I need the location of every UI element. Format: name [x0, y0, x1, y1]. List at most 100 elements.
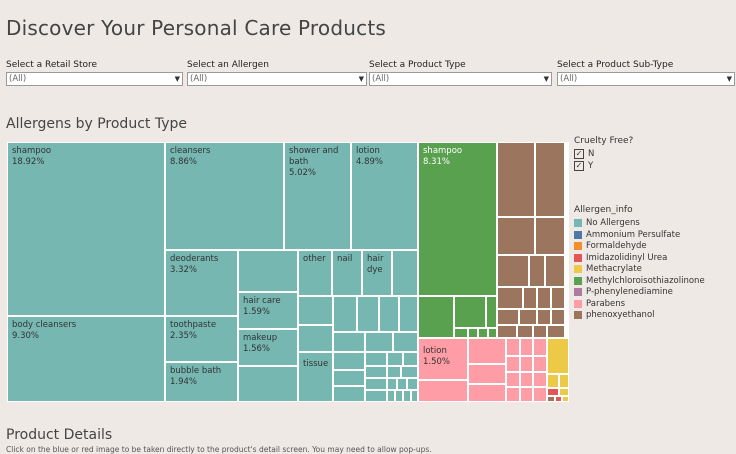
treemap-cell[interactable]: [403, 352, 418, 366]
treemap-cell[interactable]: [559, 374, 569, 388]
chevron-down-icon[interactable]: ▼: [726, 75, 732, 83]
legend-item[interactable]: Ammonium Persulfate: [574, 229, 705, 241]
treemap-cell[interactable]: [403, 390, 411, 402]
treemap-cell[interactable]: [365, 366, 387, 378]
treemap-cell[interactable]: [497, 255, 529, 287]
treemap-cell[interactable]: [551, 309, 565, 325]
treemap-cell[interactable]: [387, 366, 401, 378]
filter-product-type[interactable]: Select a Product Type (All) ▼: [369, 60, 552, 86]
treemap-cell[interactable]: [418, 380, 468, 402]
treemap-cell[interactable]: [333, 332, 365, 352]
treemap-cell[interactable]: [399, 296, 418, 332]
treemap-cell[interactable]: [478, 328, 488, 338]
treemap-cell[interactable]: lotion 1.50%: [418, 338, 468, 380]
product-subtype-dropdown[interactable]: (All) ▼: [557, 72, 735, 86]
treemap-cell[interactable]: [517, 325, 533, 338]
chevron-down-icon[interactable]: ▼: [174, 75, 180, 83]
treemap-cell[interactable]: toothpaste 2.35%: [165, 316, 238, 362]
treemap-cell[interactable]: [401, 366, 418, 378]
legend-item[interactable]: Formaldehyde: [574, 241, 705, 253]
treemap-cell[interactable]: [545, 255, 565, 287]
treemap-cell[interactable]: deoderants 3.32%: [165, 250, 238, 316]
treemap-cell[interactable]: [387, 352, 403, 366]
treemap-cell[interactable]: [537, 287, 551, 309]
treemap-cell[interactable]: [395, 390, 403, 402]
treemap-cell[interactable]: [533, 356, 547, 372]
treemap-cell[interactable]: [387, 390, 395, 402]
treemap-cell[interactable]: [333, 296, 357, 332]
treemap-cell[interactable]: [497, 142, 535, 217]
treemap-cell[interactable]: [238, 366, 298, 402]
treemap-cell[interactable]: [488, 328, 497, 338]
treemap-cell[interactable]: [468, 338, 506, 364]
filter-retail-store[interactable]: Select a Retail Store (All) ▼: [6, 60, 183, 86]
treemap-cell[interactable]: [529, 255, 545, 287]
treemap-cell[interactable]: [468, 384, 506, 402]
treemap-cell[interactable]: shower and bath 5.02%: [284, 142, 351, 250]
treemap-cell[interactable]: [357, 296, 379, 332]
treemap-cell[interactable]: tissue: [298, 352, 333, 402]
treemap-cell[interactable]: nail: [332, 250, 362, 296]
treemap-cell[interactable]: [533, 387, 547, 402]
legend-item-n[interactable]: ✓ N: [574, 149, 633, 161]
treemap-cell[interactable]: [506, 372, 520, 387]
treemap-cell[interactable]: [365, 352, 387, 366]
treemap-cell[interactable]: [454, 296, 486, 328]
chevron-down-icon[interactable]: ▼: [358, 75, 364, 83]
treemap-cell[interactable]: [333, 370, 365, 386]
treemap-cell[interactable]: [506, 338, 520, 356]
treemap-cell[interactable]: [333, 386, 365, 402]
treemap-cell[interactable]: makeup 1.56%: [238, 329, 298, 366]
legend-item[interactable]: P-phenylenediamine: [574, 287, 705, 299]
check-icon[interactable]: ✓: [574, 149, 584, 160]
treemap-cell[interactable]: shampoo 8.31%: [418, 142, 497, 296]
legend-item[interactable]: Methacrylate: [574, 264, 705, 276]
treemap-cell[interactable]: [333, 352, 365, 370]
chevron-down-icon[interactable]: ▼: [543, 75, 549, 83]
check-icon[interactable]: ✓: [574, 160, 584, 171]
treemap-cell[interactable]: [537, 309, 551, 325]
treemap-cell[interactable]: [486, 296, 497, 328]
treemap-cell[interactable]: [387, 378, 397, 390]
legend-item-y[interactable]: ✓ Y: [574, 160, 633, 172]
treemap-cell[interactable]: [407, 378, 418, 390]
treemap-cell[interactable]: [555, 396, 562, 402]
treemap-cell[interactable]: [397, 378, 407, 390]
legend-item[interactable]: No Allergens: [574, 218, 705, 230]
treemap-cell[interactable]: [506, 356, 520, 372]
treemap-cell[interactable]: [547, 374, 559, 388]
treemap-cell[interactable]: [520, 356, 533, 372]
treemap-cell[interactable]: [497, 217, 535, 255]
treemap-cell[interactable]: hair dye: [362, 250, 392, 296]
treemap-cell[interactable]: lotion 4.89%: [351, 142, 418, 250]
treemap-cell[interactable]: [535, 142, 565, 217]
allergen-dropdown[interactable]: (All) ▼: [187, 72, 367, 86]
treemap-cell[interactable]: [238, 250, 298, 292]
treemap-cell[interactable]: [562, 396, 569, 402]
treemap-cell[interactable]: [298, 325, 333, 352]
treemap-cell[interactable]: shampoo 18.92%: [7, 142, 165, 316]
treemap-cell[interactable]: [393, 332, 418, 352]
treemap-cell[interactable]: [298, 296, 333, 325]
treemap-cell[interactable]: [547, 325, 565, 338]
treemap-cell[interactable]: [379, 296, 399, 332]
treemap-cell[interactable]: [547, 388, 559, 396]
filter-allergen[interactable]: Select an Allergen (All) ▼: [187, 60, 367, 86]
product-type-dropdown[interactable]: (All) ▼: [369, 72, 552, 86]
treemap-cell[interactable]: [468, 364, 506, 384]
treemap-cell[interactable]: [535, 217, 565, 255]
treemap-cell[interactable]: [497, 287, 523, 309]
treemap-cell[interactable]: [365, 378, 387, 390]
treemap-cell[interactable]: [533, 338, 547, 356]
filter-product-subtype[interactable]: Select a Product Sub-Type (All) ▼: [557, 60, 735, 86]
treemap-cell[interactable]: [506, 387, 520, 402]
treemap-cell[interactable]: [418, 296, 454, 338]
treemap-cell[interactable]: [533, 372, 547, 387]
treemap-cell[interactable]: [547, 396, 555, 402]
treemap-cell[interactable]: [520, 372, 533, 387]
legend-item[interactable]: Parabens: [574, 298, 705, 310]
retail-store-dropdown[interactable]: (All) ▼: [6, 72, 183, 86]
treemap-cell[interactable]: cleansers 8.86%: [165, 142, 284, 250]
treemap-cell[interactable]: [454, 328, 468, 338]
treemap-cell[interactable]: [365, 332, 393, 352]
